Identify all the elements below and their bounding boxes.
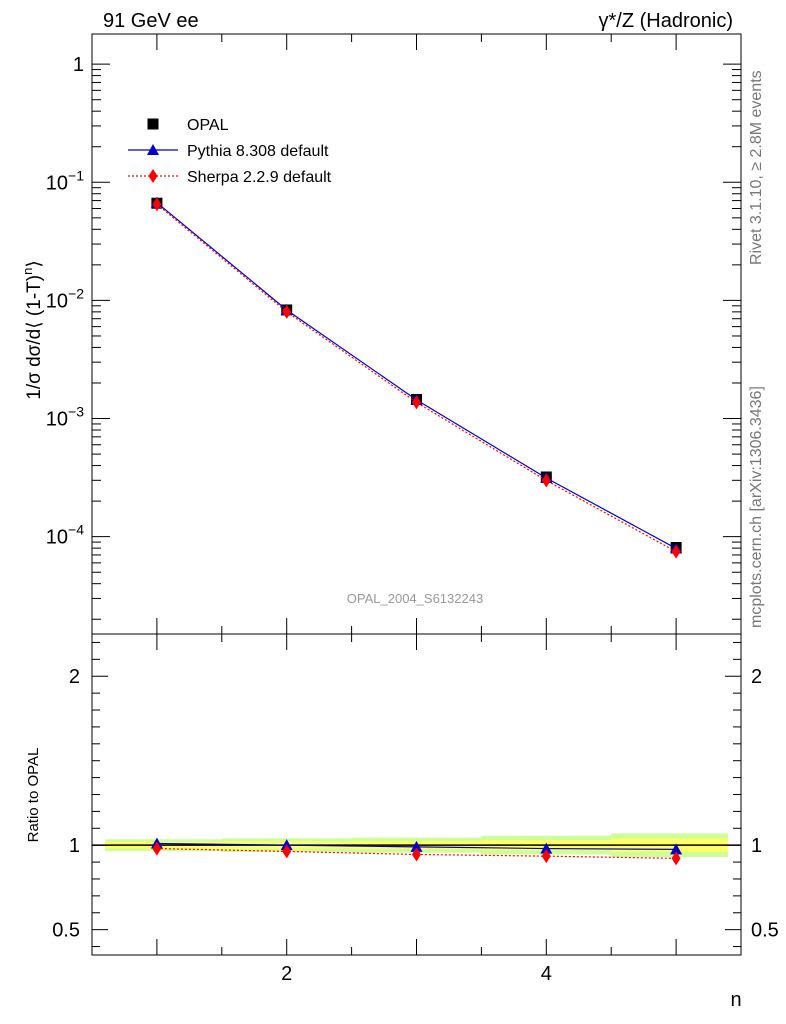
ratio-data-point — [282, 844, 292, 859]
ratio-series-0 — [150, 837, 683, 855]
ratio-data-point — [541, 849, 551, 864]
ratio-data-point — [540, 842, 553, 854]
main-y-tick-label: 10−1 — [46, 167, 84, 194]
main-y-tick-label: 10−3 — [46, 404, 84, 431]
main-series-line — [156, 202, 677, 549]
main-data-point — [671, 544, 681, 559]
rivet-version-label: Rivet 3.1.10, ≥ 2.8M events — [748, 70, 765, 265]
ratio-series-1 — [152, 841, 681, 866]
legend-label: Sherpa 2.2.9 default — [187, 169, 332, 186]
x-tick-label: 2 — [281, 963, 292, 985]
main-data-point — [541, 473, 551, 488]
ratio-y-tick-label-right: 0.5 — [751, 920, 779, 942]
legend-marker — [147, 144, 159, 155]
ratio-y-tick-label-right: 2 — [751, 666, 762, 688]
mcplots-credit-label: mcplots.cern.ch [arXiv:1306.3436] — [748, 386, 765, 628]
ratio-y-axis-label: Ratio to OPAL — [25, 748, 42, 843]
legend-item: Pythia 8.308 default — [128, 143, 329, 160]
legend-marker — [148, 169, 158, 183]
legend-item: OPAL — [147, 117, 229, 134]
ratio-plot-frame — [91, 633, 742, 956]
main-y-tick-label: 10−4 — [46, 522, 84, 549]
x-tick-label: 4 — [541, 963, 552, 985]
legend: OPAL Pythia 8.308 default Sherpa 2.2.9 def… — [128, 117, 332, 186]
ratio-y-tick-label: 1 — [69, 835, 80, 857]
ratio-y-tick-label: 0.5 — [52, 920, 80, 942]
ratio-y-axis-label-text: Ratio to OPAL — [25, 748, 42, 843]
ratio-plot-panel: 2 4 0.5 0.5 1 1 2 2 — [52, 633, 779, 985]
main-data-point — [412, 395, 421, 410]
main-data-point — [282, 304, 292, 319]
legend-label: Pythia 8.308 default — [187, 143, 329, 160]
header-left-label: 91 GeV ee — [103, 10, 199, 32]
main-series-1 — [150, 196, 683, 554]
ratio-data-point — [412, 847, 421, 862]
ratio-data-point — [152, 841, 162, 856]
main-series-2 — [152, 197, 681, 559]
x-axis-label: n — [730, 989, 741, 1011]
main-series-0 — [151, 197, 682, 553]
ratio-data-point — [410, 840, 423, 852]
ratio-data-point — [671, 851, 681, 866]
ratio-y-tick-label-right: 1 — [751, 835, 762, 857]
main-series-line — [156, 203, 677, 553]
ratio-data-point — [670, 843, 683, 855]
legend-marker — [147, 118, 159, 130]
main-y-tick-label: 1 — [73, 54, 84, 76]
main-plot-panel: 1 10−1 10−2 10−3 10−4 — [46, 33, 742, 635]
header-right-label: γ*/Z (Hadronic) — [599, 10, 733, 32]
main-y-axis-label: 1/σ dσ/d⟨ (1-T)n⟩ — [20, 260, 45, 400]
legend-label: OPAL — [187, 117, 229, 134]
main-y-axis-label-text: 1/σ dσ/d⟨ (1-T)n⟩ — [20, 260, 45, 400]
legend-item: Sherpa 2.2.9 default — [128, 169, 332, 186]
ratio-y-tick-label: 2 — [69, 666, 80, 688]
analysis-watermark: OPAL_2004_S6132243 — [347, 591, 483, 606]
ratio-series-line — [156, 847, 677, 859]
main-data-point — [152, 197, 162, 212]
main-y-tick-label: 10−2 — [46, 285, 84, 312]
